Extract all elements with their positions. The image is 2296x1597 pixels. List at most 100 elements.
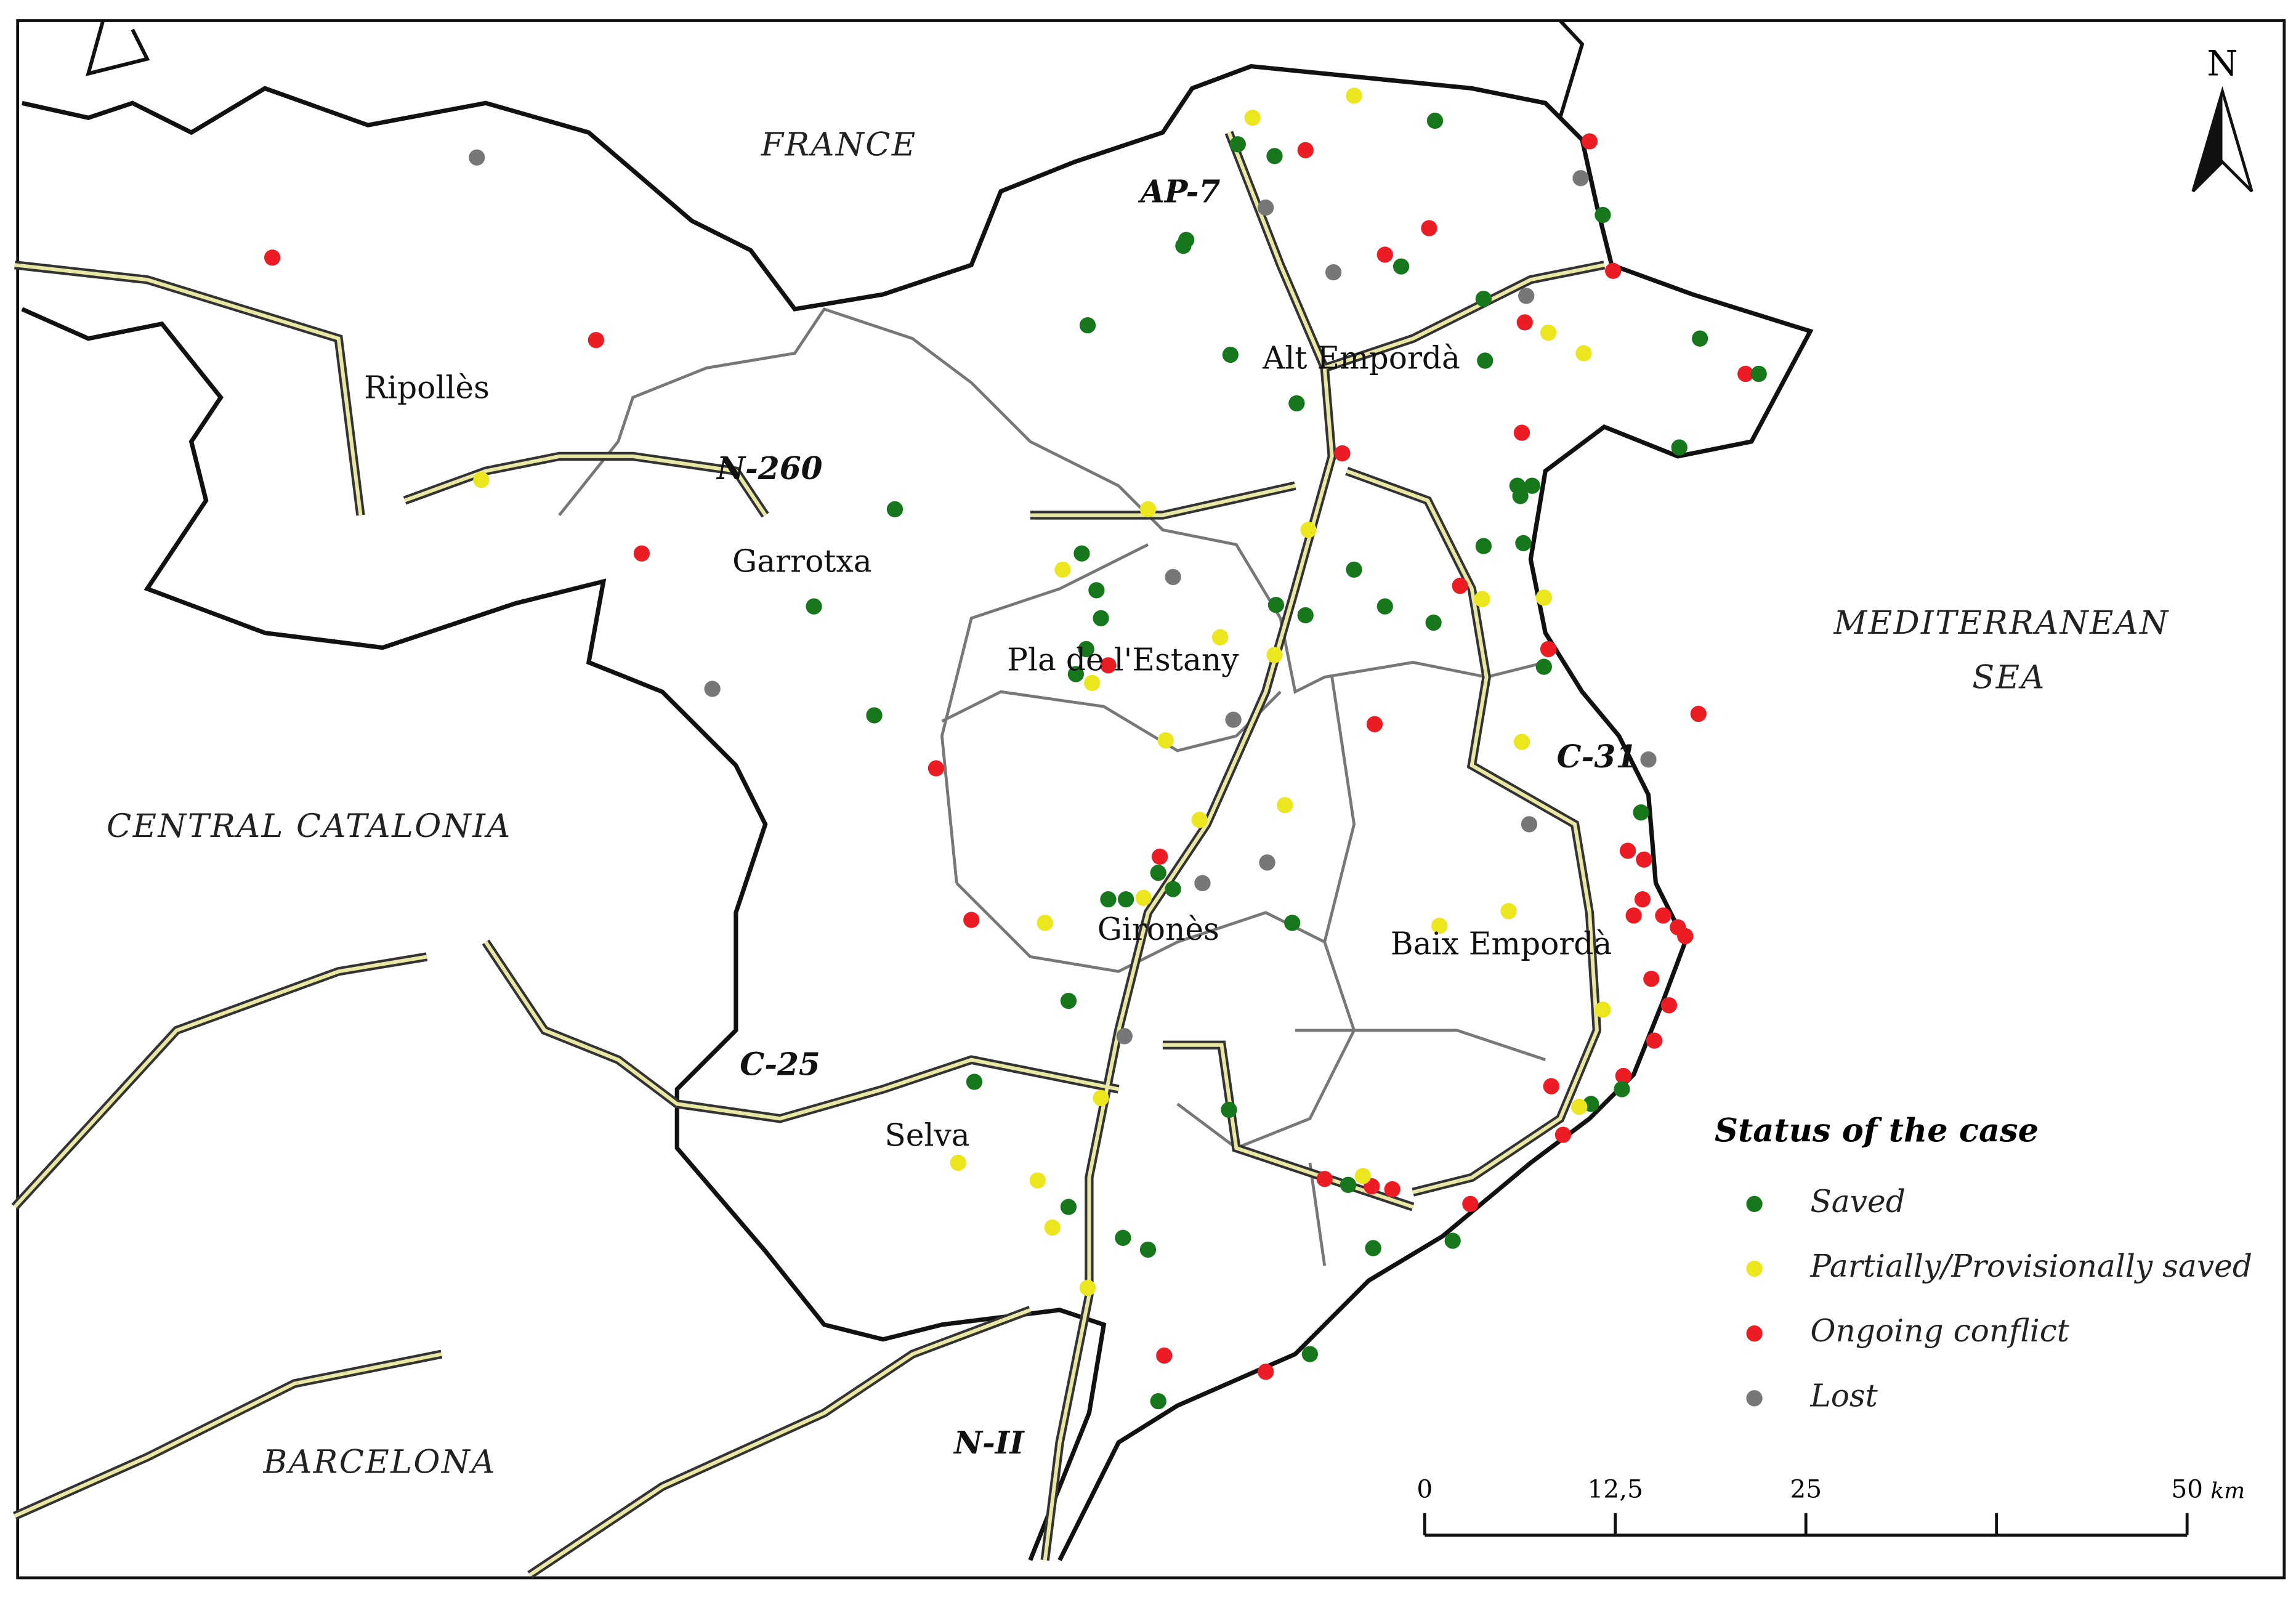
case-dot bbox=[633, 545, 650, 562]
case-dot bbox=[1376, 246, 1393, 263]
scale-bar: 0 12,5 25 50 km bbox=[1417, 1474, 2245, 1537]
case-dot bbox=[1300, 522, 1317, 538]
case-dot bbox=[1316, 1171, 1333, 1187]
case-dot bbox=[1366, 716, 1383, 732]
case-dot bbox=[1266, 647, 1283, 663]
case-dot bbox=[1115, 1229, 1131, 1246]
legend: Status of the case Saved Partially/Provisi… bbox=[1715, 1112, 2252, 1414]
case-dot bbox=[1640, 751, 1657, 768]
case-dot bbox=[1677, 928, 1694, 945]
case-dot bbox=[1093, 1090, 1109, 1106]
case-dot bbox=[1221, 1101, 1237, 1118]
case-dot bbox=[1284, 915, 1301, 931]
case-dot bbox=[1625, 907, 1642, 924]
case-dot bbox=[1277, 797, 1293, 814]
case-dot bbox=[866, 707, 883, 724]
case-dot bbox=[1222, 346, 1239, 363]
case-dot bbox=[928, 760, 945, 777]
case-dot bbox=[1444, 1232, 1461, 1249]
case-dot bbox=[1100, 657, 1117, 674]
legend-swatch bbox=[1746, 1260, 1763, 1277]
legend-swatch bbox=[1746, 1195, 1763, 1213]
case-dot bbox=[1515, 535, 1532, 552]
case-dot bbox=[1301, 1346, 1319, 1362]
case-dot bbox=[1139, 501, 1157, 518]
case-dot bbox=[1513, 734, 1530, 750]
case-dot bbox=[1540, 641, 1557, 658]
case-dot bbox=[1258, 199, 1274, 216]
frame bbox=[16, 19, 2286, 1580]
case-dot bbox=[1605, 262, 1622, 279]
case-dot bbox=[1067, 666, 1085, 682]
case-dot bbox=[1258, 1364, 1274, 1380]
region-label: Alt Empordà bbox=[1262, 340, 1460, 376]
case-dot bbox=[1229, 136, 1246, 153]
case-dot bbox=[1225, 711, 1242, 728]
region-label: Pla de l'Estany bbox=[1007, 641, 1239, 677]
case-dot bbox=[1671, 439, 1688, 456]
case-dot bbox=[1421, 220, 1437, 237]
case-dot bbox=[1477, 352, 1494, 369]
case-dot bbox=[1211, 629, 1229, 645]
legend-label: Lost bbox=[1809, 1377, 1878, 1413]
case-dot bbox=[1633, 804, 1649, 821]
case-dot bbox=[1634, 891, 1651, 908]
case-dot bbox=[1093, 610, 1109, 626]
case-dot bbox=[1073, 545, 1090, 562]
case-dot bbox=[1165, 568, 1181, 585]
case-dot bbox=[1535, 589, 1552, 606]
labels: FRANCE MEDITERRANEAN SEA CENTRAL CATALONIA B… bbox=[107, 126, 2170, 1481]
case-dot bbox=[1554, 1126, 1572, 1143]
legend-title: Status of the case bbox=[1715, 1112, 2039, 1150]
case-dot bbox=[1266, 148, 1283, 164]
road-label: N-II bbox=[953, 1425, 1025, 1461]
case-dot bbox=[1595, 206, 1611, 224]
case-dot bbox=[1116, 1028, 1133, 1045]
scale-unit: km bbox=[2210, 1478, 2245, 1503]
place-label: MEDITERRANEAN bbox=[1833, 604, 2170, 642]
road-label: N-260 bbox=[716, 450, 823, 487]
case-dot bbox=[1029, 1172, 1046, 1189]
case-dot bbox=[1267, 597, 1285, 613]
case-dot bbox=[1340, 1176, 1357, 1193]
case-dot bbox=[1543, 1078, 1559, 1094]
case-dot bbox=[1165, 881, 1181, 897]
case-dot bbox=[1044, 1219, 1061, 1236]
case-dot bbox=[1535, 658, 1552, 675]
case-dot bbox=[1518, 288, 1535, 304]
case-dot bbox=[1259, 854, 1275, 871]
case-dot bbox=[1118, 891, 1134, 908]
case-dot bbox=[1474, 591, 1490, 607]
case-dot bbox=[1060, 1199, 1077, 1215]
case-dot bbox=[1524, 477, 1540, 494]
north-arrow: N bbox=[2191, 43, 2254, 193]
case-dot bbox=[1384, 1181, 1401, 1198]
case-dot bbox=[1297, 607, 1314, 624]
case-dot bbox=[1643, 971, 1660, 987]
region-label: Ripollès bbox=[364, 369, 490, 405]
case-dots bbox=[264, 87, 1767, 1410]
case-dot bbox=[1475, 538, 1492, 554]
case-dot bbox=[1150, 865, 1166, 881]
legend-swatch bbox=[1746, 1390, 1763, 1407]
case-dot bbox=[264, 249, 281, 266]
place-label: SEA bbox=[1972, 659, 2046, 697]
case-dot bbox=[1431, 918, 1448, 934]
case-dot bbox=[1646, 1032, 1663, 1049]
case-dot bbox=[966, 1073, 983, 1090]
case-dot bbox=[963, 912, 980, 928]
case-dot bbox=[1619, 843, 1636, 859]
scale-label: 50 bbox=[2171, 1474, 2203, 1503]
place-label: FRANCE bbox=[761, 126, 917, 164]
case-dot bbox=[1516, 314, 1533, 331]
case-dot bbox=[1540, 325, 1557, 341]
case-dot bbox=[1636, 851, 1652, 868]
case-dot bbox=[1354, 1168, 1372, 1184]
scale-label: 0 bbox=[1417, 1474, 1433, 1503]
case-dot bbox=[1100, 891, 1117, 908]
case-dot bbox=[1615, 1067, 1632, 1085]
region-label: Selva bbox=[884, 1117, 969, 1153]
case-dot bbox=[704, 681, 721, 697]
case-dot bbox=[1054, 561, 1071, 578]
